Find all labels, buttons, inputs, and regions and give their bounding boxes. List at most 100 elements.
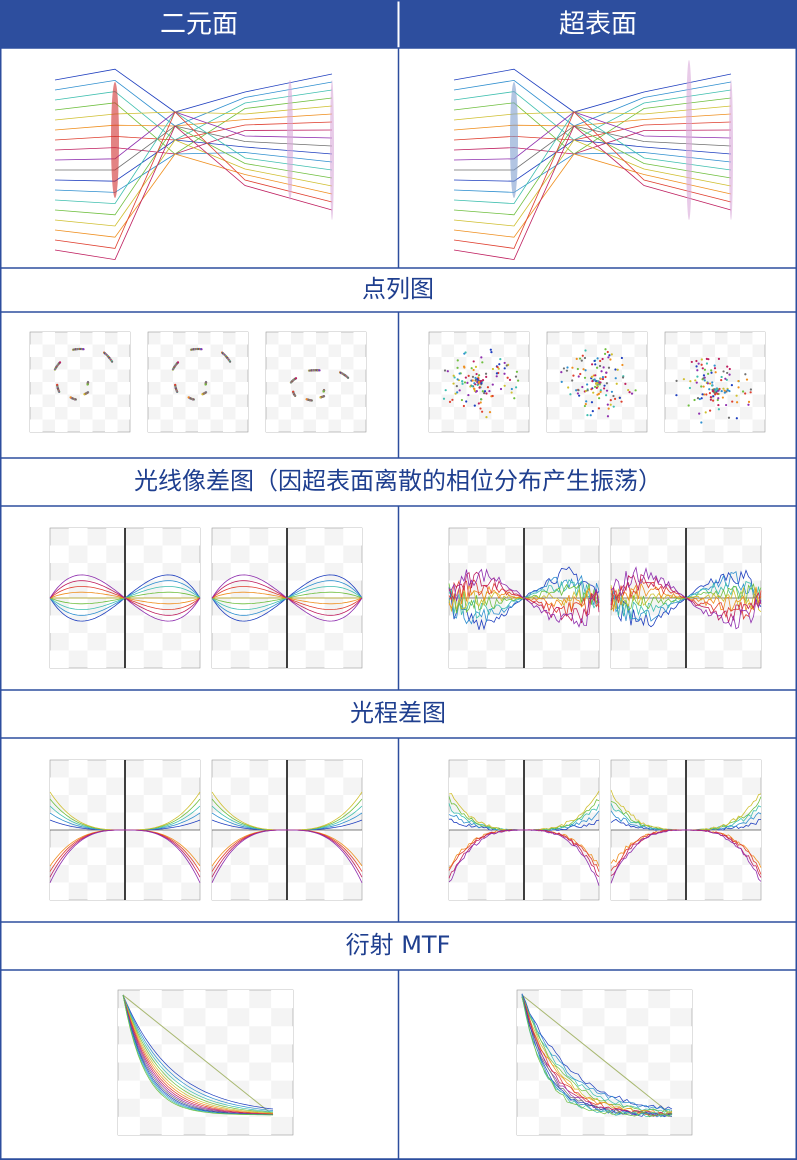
plot-cell bbox=[560, 1116, 583, 1135]
spot bbox=[599, 377, 602, 380]
spot bbox=[476, 381, 479, 384]
plot-cell bbox=[212, 777, 231, 795]
plot-cell bbox=[727, 332, 740, 345]
plot-cell bbox=[727, 407, 740, 420]
plot-cell bbox=[181, 563, 200, 581]
spot bbox=[607, 356, 610, 359]
spot bbox=[724, 403, 728, 407]
spot bbox=[176, 361, 180, 364]
spot bbox=[607, 366, 611, 369]
spot bbox=[600, 370, 603, 373]
plot-cell bbox=[210, 332, 223, 345]
plot-cell bbox=[690, 419, 703, 432]
spot bbox=[443, 369, 447, 372]
spot bbox=[720, 375, 723, 379]
plot-cell bbox=[516, 382, 529, 395]
plot-cell bbox=[542, 528, 562, 546]
spot bbox=[483, 392, 486, 395]
spot bbox=[483, 390, 487, 393]
spot bbox=[598, 364, 602, 368]
spot bbox=[714, 371, 717, 374]
spot bbox=[606, 350, 609, 354]
plot-cell bbox=[582, 1026, 605, 1045]
spot bbox=[448, 400, 452, 403]
plot-cell bbox=[584, 407, 597, 420]
spot bbox=[578, 394, 581, 397]
plot-cell bbox=[580, 633, 599, 651]
spot bbox=[472, 387, 476, 390]
plot-cell bbox=[505, 865, 524, 883]
plot-cell bbox=[105, 344, 118, 357]
plot-cell bbox=[68, 760, 88, 778]
plot-cell bbox=[561, 777, 581, 795]
plot-cell bbox=[55, 419, 68, 432]
plot-cell bbox=[173, 369, 186, 382]
plot-cell bbox=[648, 650, 668, 668]
plot-cell bbox=[467, 865, 487, 883]
ray bbox=[453, 153, 732, 238]
plot-cell bbox=[547, 419, 560, 432]
plot-cell bbox=[227, 1062, 250, 1081]
plot-cell bbox=[670, 1098, 692, 1117]
plot-cell bbox=[727, 382, 740, 395]
plot-cell bbox=[611, 777, 630, 795]
spot bbox=[747, 400, 751, 403]
plot-cell bbox=[87, 812, 107, 830]
plot-cell bbox=[584, 332, 597, 345]
lens bbox=[729, 80, 733, 220]
plot-cell bbox=[609, 332, 622, 345]
spot bbox=[292, 390, 295, 393]
plot-cell bbox=[479, 344, 492, 357]
spot bbox=[601, 377, 605, 381]
plot-cell bbox=[162, 777, 182, 795]
spot bbox=[711, 390, 715, 393]
plot-cell bbox=[449, 650, 468, 668]
curve bbox=[49, 574, 201, 622]
plot-cell bbox=[55, 344, 68, 357]
plot-cell bbox=[268, 830, 287, 848]
spot bbox=[488, 389, 491, 393]
plot-cell bbox=[505, 795, 524, 813]
curve bbox=[610, 566, 762, 630]
spot bbox=[604, 375, 607, 379]
spot bbox=[596, 393, 599, 396]
plot-cell bbox=[235, 407, 248, 420]
plot-cell bbox=[609, 407, 622, 420]
plot-cell bbox=[105, 369, 118, 382]
spot bbox=[456, 378, 459, 381]
plot-cell bbox=[271, 1062, 293, 1081]
plot-cell bbox=[106, 865, 125, 883]
plot-cell bbox=[92, 332, 105, 345]
mtf-curve bbox=[122, 994, 274, 1115]
spot bbox=[513, 397, 516, 400]
mtf-curve bbox=[122, 994, 274, 1115]
spot bbox=[601, 376, 605, 379]
plot-cell bbox=[305, 633, 325, 651]
plot-cell bbox=[328, 332, 341, 345]
spot bbox=[698, 397, 701, 401]
plot-cell bbox=[648, 777, 668, 795]
plot-cell bbox=[353, 407, 366, 420]
plot-cell bbox=[742, 633, 761, 651]
plot-cell bbox=[268, 598, 287, 616]
column-title: 超表面 bbox=[559, 10, 637, 40]
plot-cell bbox=[505, 633, 524, 651]
spot bbox=[695, 381, 698, 384]
plot-cell bbox=[752, 332, 765, 345]
plot-cell bbox=[343, 830, 362, 848]
spot bbox=[490, 351, 493, 354]
spot bbox=[716, 398, 719, 402]
plot-cell bbox=[742, 563, 761, 581]
plot-cell bbox=[505, 830, 524, 848]
plot-cell bbox=[173, 419, 186, 432]
plot-cell bbox=[677, 332, 690, 345]
spot bbox=[451, 398, 454, 401]
plot-cell bbox=[198, 419, 211, 432]
spot bbox=[503, 372, 506, 375]
section-title: 光程差图 bbox=[350, 699, 446, 727]
plot-cell bbox=[723, 545, 743, 563]
plot-cell bbox=[324, 615, 344, 633]
plot-cell bbox=[287, 812, 306, 830]
plot-cell bbox=[559, 357, 572, 370]
spot bbox=[717, 403, 720, 407]
